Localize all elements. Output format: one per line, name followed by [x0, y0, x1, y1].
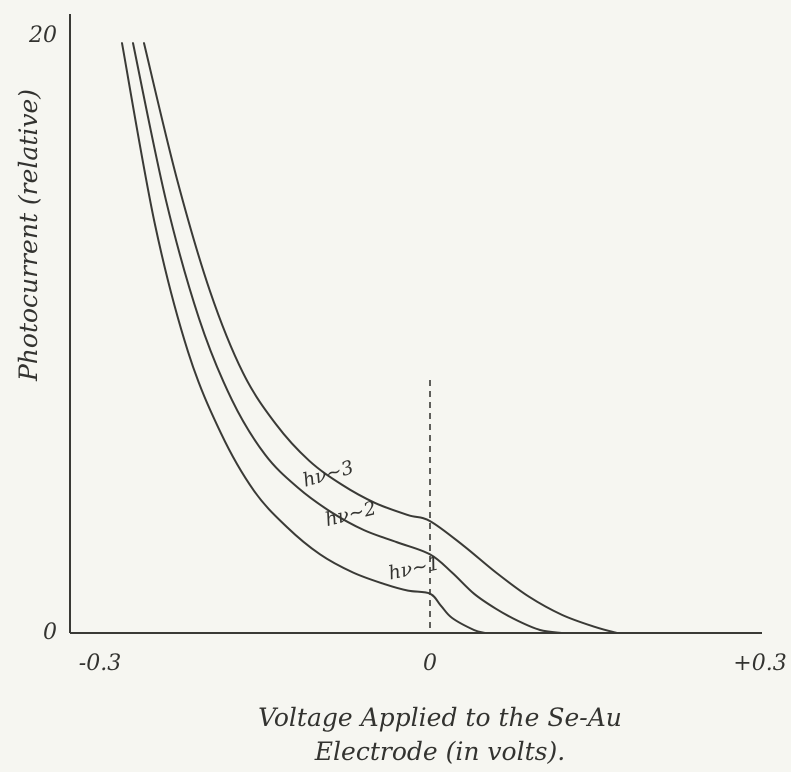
y-axis-label: Photocurrent (relative): [14, 89, 43, 382]
tick-labels: -0.3 0 +0.3 0 20: [28, 23, 787, 676]
series-label-1: hν~1: [386, 552, 441, 584]
series-curves: [121, 42, 618, 634]
x-tick-label-1: -0.3: [79, 651, 121, 676]
series-label-2: hν~2: [323, 497, 379, 531]
y-tick-label-1: 0: [43, 620, 57, 645]
x-tick-label-3: +0.3: [733, 651, 786, 676]
series-line-1: [121, 42, 486, 634]
series-line-3: [143, 42, 618, 634]
x-axis-label-line1: Voltage Applied to the Se-Au: [258, 703, 622, 732]
x-axis-label-line2: Electrode (in volts).: [314, 737, 565, 766]
y-tick-label-2: 20: [28, 23, 57, 48]
series-labels: hν~1hν~2hν~3: [300, 456, 441, 584]
x-tick-label-2: 0: [423, 651, 437, 676]
series-line-2: [132, 42, 563, 634]
